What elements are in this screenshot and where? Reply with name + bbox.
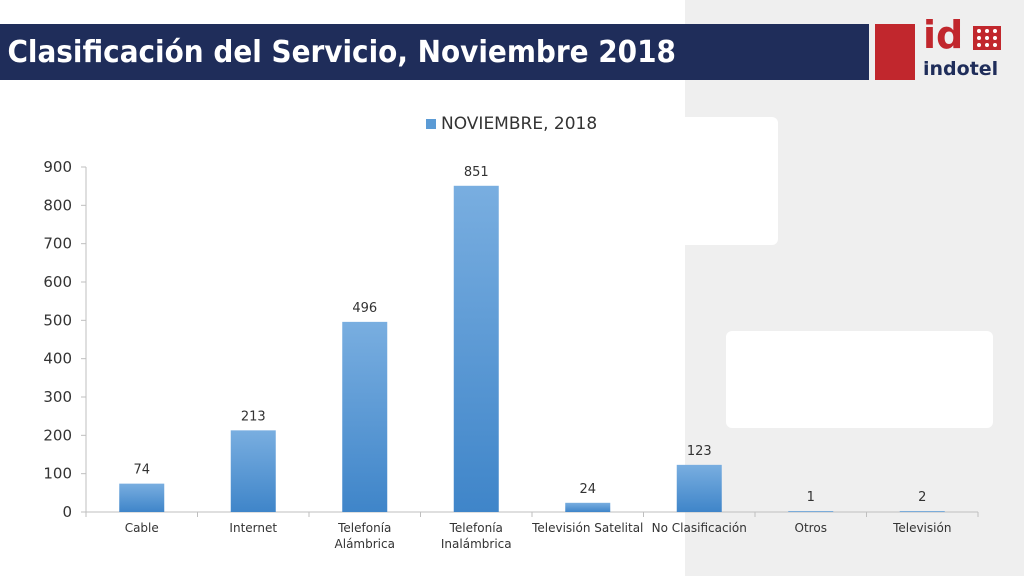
logo-mark: id [923, 13, 964, 57]
y-tick-label: 300 [43, 388, 72, 406]
x-tick-label: Televisión [892, 521, 951, 535]
bar [453, 185, 499, 513]
y-tick-label: 0 [62, 503, 72, 521]
bar [788, 511, 834, 512]
x-tick-label: Cable [125, 521, 159, 535]
x-tick-label: Telefonía [337, 521, 391, 535]
data-label: 74 [133, 463, 150, 478]
x-tick-label: Alámbrica [335, 537, 395, 551]
y-tick-label: 500 [43, 311, 72, 329]
chart-legend: NOVIEMBRE, 2018 [426, 114, 597, 134]
decorative-card [660, 117, 778, 245]
data-label: 123 [687, 444, 712, 459]
x-tick-label: No Clasificación [652, 521, 747, 535]
data-label: 851 [464, 165, 489, 180]
y-tick-label: 800 [43, 196, 72, 214]
logo-grid-icon [973, 26, 1001, 50]
x-tick-label: Telefonía [449, 521, 503, 535]
bar [119, 483, 165, 512]
logo-name: indotel [923, 58, 999, 80]
bar [899, 511, 945, 512]
legend-swatch [426, 119, 436, 129]
bar [230, 430, 276, 512]
right-background-panel [685, 0, 1024, 576]
decorative-card [726, 331, 993, 428]
indotel-logo: id indotel [921, 16, 1003, 82]
legend-label: NOVIEMBRE, 2018 [441, 114, 598, 134]
page-title: Clasificación del Servicio, Noviembre 20… [7, 34, 676, 70]
y-tick-label: 400 [43, 350, 72, 368]
x-tick-label: Inalámbrica [441, 537, 512, 551]
data-label: 24 [579, 482, 596, 497]
data-label: 496 [352, 301, 377, 316]
bar [676, 464, 722, 512]
data-label: 213 [241, 409, 266, 424]
bar [342, 321, 388, 512]
y-tick-label: 200 [43, 426, 72, 444]
data-label: 2 [918, 490, 926, 505]
title-bar: Clasificación del Servicio, Noviembre 20… [0, 24, 869, 80]
data-label: 1 [807, 490, 815, 505]
y-tick-label: 100 [43, 465, 72, 483]
y-tick-label: 900 [43, 158, 72, 176]
x-tick-label: Internet [229, 521, 277, 535]
y-tick-label: 700 [43, 235, 72, 253]
x-tick-label: Televisión Satelital [531, 521, 643, 535]
bar [565, 502, 611, 512]
y-tick-label: 600 [43, 273, 72, 291]
logo-red-block [875, 24, 915, 80]
x-tick-label: Otros [795, 521, 827, 535]
